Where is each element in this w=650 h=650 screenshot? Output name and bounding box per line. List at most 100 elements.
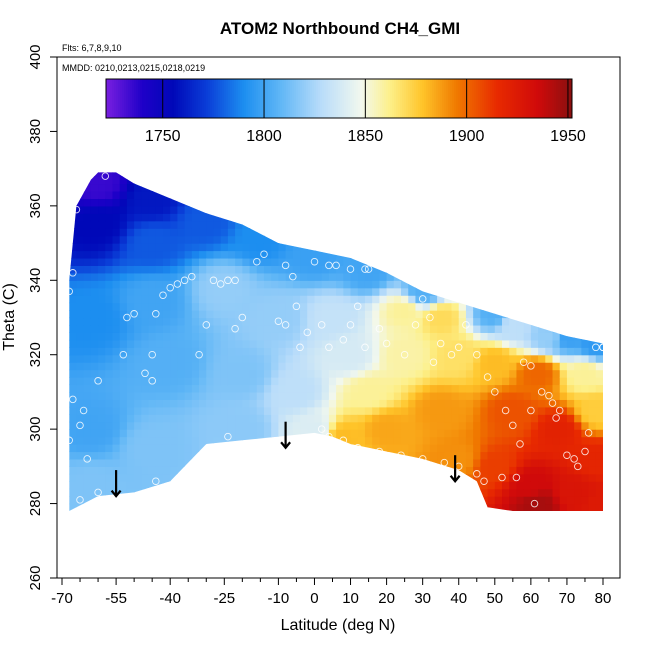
colorbar-cell [360,79,363,118]
field-cell [307,473,316,482]
field-cell [350,317,359,326]
field-cell [538,161,546,169]
field-cell [184,384,193,393]
field-cell [256,339,265,348]
field-cell [379,511,387,519]
field-cell [199,458,207,467]
field-cell [141,473,150,482]
field-cell [105,228,114,237]
field-cell [408,317,417,326]
field-cell [328,265,337,274]
field-cell [588,287,597,296]
field-cell [465,451,474,460]
field-cell [530,190,539,200]
field-cell [401,280,409,289]
field-cell [465,369,474,378]
field-cell [465,444,474,453]
colorbar-cell [128,79,131,118]
field-cell [177,451,186,460]
sample-point [552,414,560,422]
field-cell [242,436,251,445]
field-cell [509,481,518,490]
field-cell [386,302,395,311]
field-cell [336,172,344,177]
colorbar-cell [290,79,293,118]
field-cell [386,310,395,319]
field-cell [285,265,294,274]
field-cell [271,243,279,252]
field-cell [199,176,207,185]
field-cell [149,511,157,519]
field-cell [112,172,121,177]
field-cell [300,257,308,266]
field-cell [437,272,445,281]
field-cell [343,228,352,237]
field-cell [559,414,568,423]
field-cell [98,190,106,200]
field-cell [386,205,395,214]
field-cell [199,272,207,281]
field-cell [588,265,597,274]
field-cell [112,257,121,266]
field-cell [278,458,287,467]
field-cell [119,295,128,304]
field-cell [263,384,272,393]
field-cell [372,332,380,341]
field-cell [336,481,344,490]
field-cell [112,250,121,259]
colorbar-cell [224,79,227,118]
colorbar-cell [306,79,309,118]
field-cell [480,235,489,244]
field-cell [516,183,525,192]
colorbar-cell [154,79,157,118]
field-cell [408,347,417,356]
field-cell [401,414,409,423]
field-cell [227,421,236,430]
field-cell [357,198,366,207]
field-cell [487,473,496,482]
field-cell [199,220,207,229]
field-cell [415,272,424,281]
field-cell [401,399,409,408]
sample-point [548,399,557,407]
field-cell [119,429,128,438]
field-cell [343,391,352,400]
field-cell [307,235,316,244]
field-cell [148,503,157,511]
colorbar-cell [266,79,269,118]
field-cell [502,339,510,348]
sample-point [339,336,348,344]
field-cell [343,488,352,497]
field-cell [141,466,150,475]
colorbar-cell [238,79,241,118]
field-cell [256,228,265,237]
field-cell [69,213,78,222]
colorbar-cell [420,79,423,118]
field-cell [574,473,582,482]
field-cell [480,421,489,430]
field-cell [162,369,171,378]
field-cell [581,287,590,296]
sample-point [76,421,84,430]
field-cell [69,228,78,237]
field-cell [581,310,590,319]
field-cell [300,481,308,490]
field-cell [271,183,279,192]
field-cell [314,451,323,460]
field-cell [112,272,121,281]
field-cell [437,444,445,453]
field-cell [379,243,388,252]
field-cell [350,436,359,445]
field-cell [76,310,85,319]
field-cell [422,384,431,393]
field-cell [155,190,164,200]
field-cell [494,406,503,415]
field-cell [581,377,590,386]
field-cell [437,302,445,311]
field-cell [480,257,489,266]
field-cell [263,295,272,304]
field-cell [480,488,489,497]
field-cell [148,183,157,192]
field-cell [242,220,251,229]
field-cell [242,302,251,311]
